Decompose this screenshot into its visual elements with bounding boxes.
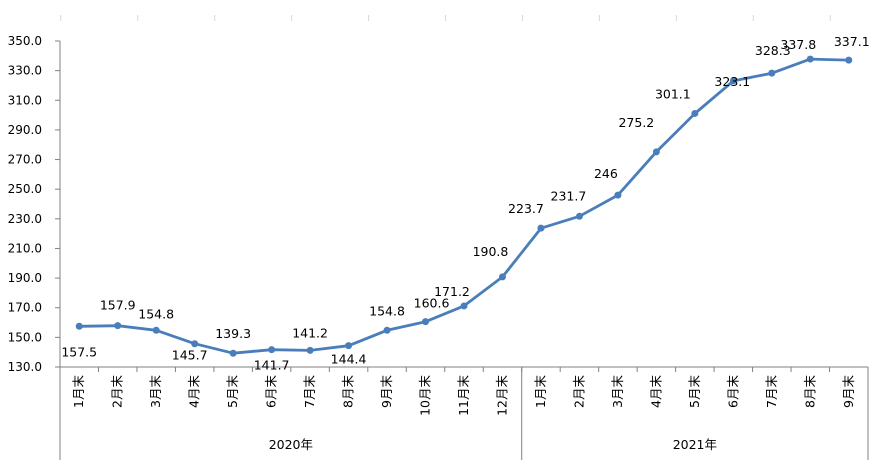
x-tick-label: 7月末 (302, 375, 317, 408)
data-point (845, 56, 853, 64)
y-tick-label: 290.0 (8, 123, 42, 137)
x-tick-label: 3月末 (610, 375, 625, 408)
y-tick-label: 310.0 (8, 93, 42, 107)
data-label: 301.1 (655, 86, 691, 101)
data-point (75, 322, 83, 330)
data-label: 157.5 (61, 344, 97, 359)
y-tick-label: 130.0 (8, 360, 42, 374)
data-point (460, 302, 468, 310)
group-label: 2020年 (269, 437, 313, 452)
data-point (383, 326, 391, 334)
data-label: 337.1 (834, 34, 870, 49)
data-label: 154.8 (138, 306, 174, 321)
x-axis: 1月末 2月末 3月末 4月末 5月末 6月末 7月末 8月末 9月末 10月末 11月末 12月末 1… (59, 366, 869, 460)
x-tick-label: 2月末 (110, 375, 125, 408)
y-axis: 130.0 150.0 170.0 190.0 210.0 230.0 250.0 270.0… (8, 34, 61, 374)
x-tick-label: 6月末 (264, 375, 279, 408)
x-tick-label: 8月末 (802, 375, 817, 408)
data-point (575, 212, 583, 220)
data-point (768, 69, 776, 77)
data-label: 323.1 (714, 74, 750, 89)
y-tick-label: 270.0 (8, 153, 42, 167)
data-point (152, 326, 160, 334)
data-point (345, 342, 353, 350)
y-tick-label: 230.0 (8, 212, 42, 226)
x-tick-label: 9月末 (379, 375, 394, 408)
data-label: 145.7 (172, 348, 208, 363)
y-tick-label: 330.0 (8, 64, 42, 78)
x-tick-label: 4月末 (648, 375, 663, 408)
group-label: 2021年 (673, 437, 717, 452)
data-point (229, 349, 237, 357)
x-tick-label: 7月末 (764, 375, 779, 408)
y-tick-label: 150.0 (8, 330, 42, 344)
x-tick-label: 5月末 (225, 375, 240, 408)
data-point (537, 224, 545, 232)
x-tick-label: 8月末 (341, 375, 356, 408)
x-tick-label: 2月末 (571, 375, 586, 408)
data-label: 190.8 (473, 244, 509, 259)
data-label: 139.3 (215, 326, 251, 341)
x-tick-label: 9月末 (841, 375, 856, 408)
y-tick-label: 190.0 (8, 271, 42, 285)
x-tick-label: 11月末 (456, 375, 471, 416)
data-point (114, 322, 122, 330)
data-label: 171.2 (434, 284, 470, 299)
top-tick-marks (60, 15, 831, 21)
data-point (268, 346, 276, 354)
series-line (75, 55, 853, 357)
y-tick-label: 350.0 (8, 34, 42, 48)
data-label: 275.2 (618, 115, 654, 130)
data-point (306, 346, 314, 354)
data-point (652, 148, 660, 156)
data-point (191, 340, 199, 348)
data-label: 328.3 (755, 43, 791, 58)
data-point (806, 55, 814, 63)
x-tick-label: 12月末 (494, 375, 509, 416)
y-tick-label: 170.0 (8, 301, 42, 315)
data-label: 154.8 (369, 303, 405, 318)
data-label: 337.8 (780, 37, 816, 52)
x-tick-label: 10月末 (418, 375, 433, 416)
data-label: 141.7 (254, 358, 290, 373)
data-point (422, 318, 430, 326)
data-label: 223.7 (508, 201, 544, 216)
data-point (691, 109, 699, 117)
data-point (498, 273, 506, 281)
data-label: 157.9 (100, 298, 136, 313)
data-label: 144.4 (331, 352, 367, 367)
data-label: 246 (594, 166, 618, 181)
x-tick-label: 1月末 (533, 375, 548, 408)
data-label: 231.7 (551, 188, 587, 203)
y-tick-label: 250.0 (8, 182, 42, 196)
data-label: 160.6 (414, 296, 450, 311)
data-labels: 157.5157.9154.8145.7139.3141.7141.2144.4… (61, 34, 869, 373)
data-point (729, 77, 737, 85)
data-label: 141.2 (292, 325, 328, 340)
y-tick-label: 210.0 (8, 241, 42, 255)
x-tick-label: 3月末 (148, 375, 163, 408)
x-tick-label: 4月末 (187, 375, 202, 408)
x-tick-label: 5月末 (687, 375, 702, 408)
x-tick-label: 6月末 (725, 375, 740, 408)
x-tick-label: 1月末 (71, 375, 86, 408)
data-point (614, 191, 622, 199)
